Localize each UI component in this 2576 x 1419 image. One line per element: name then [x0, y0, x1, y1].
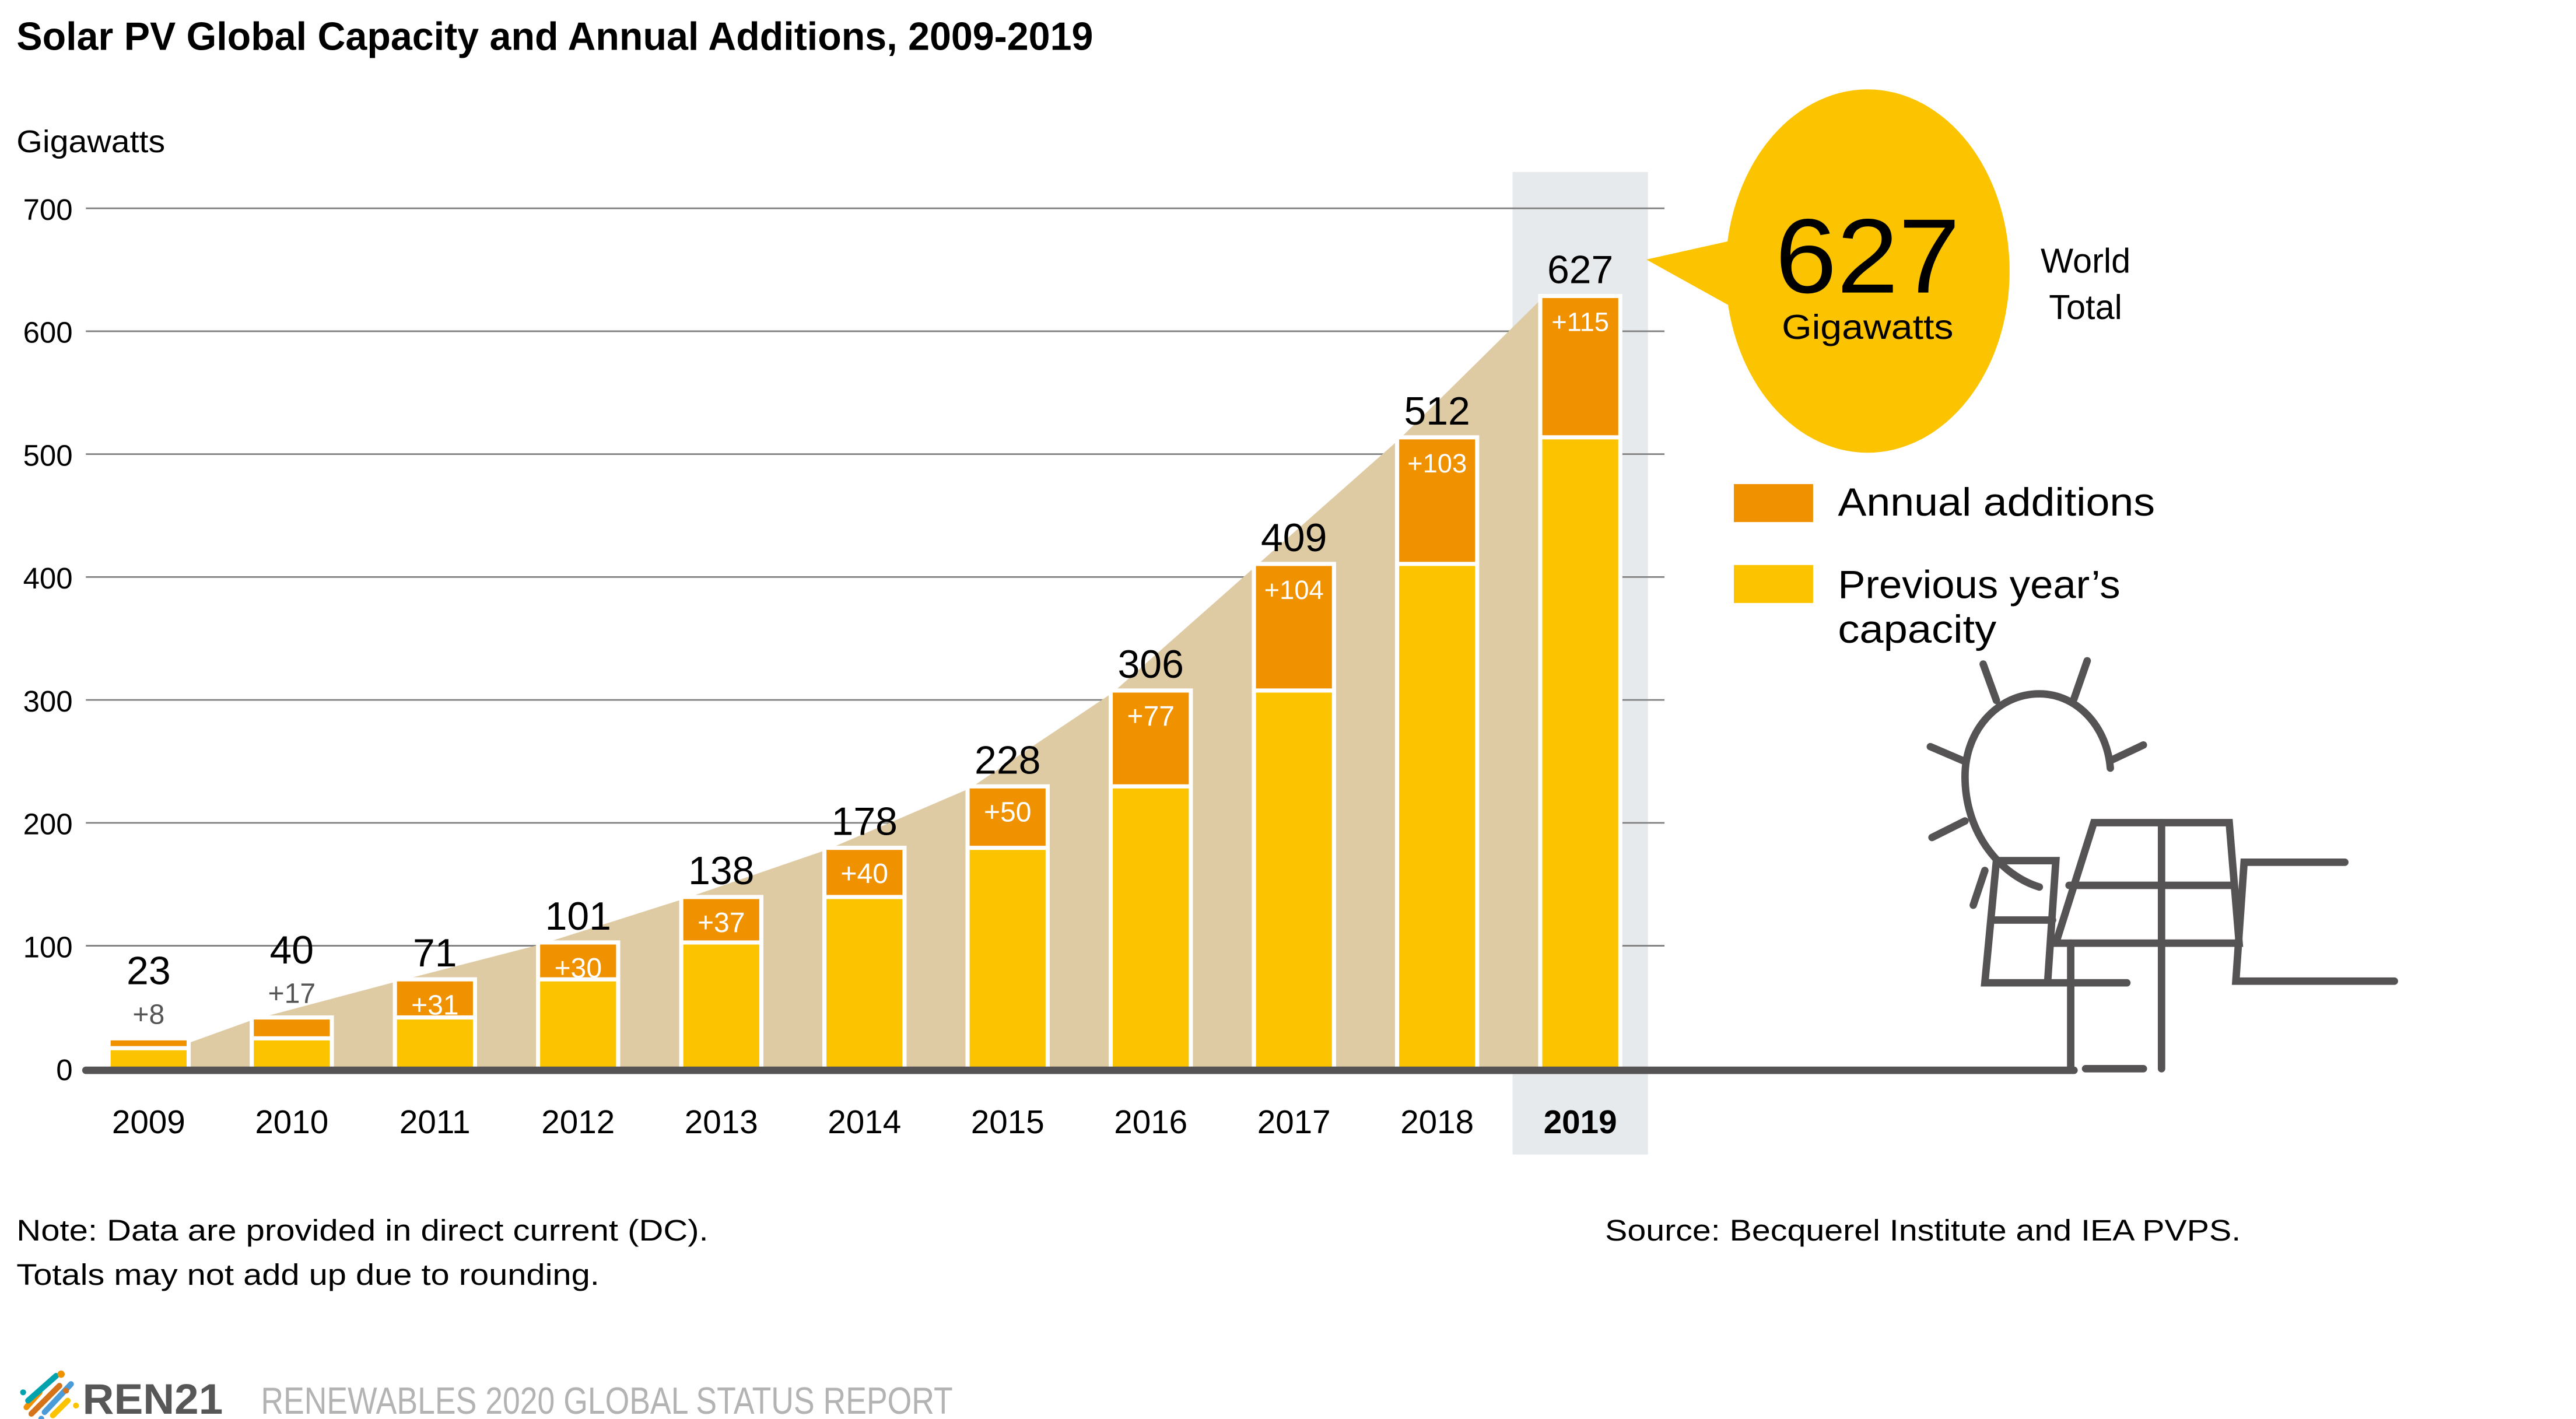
- note-line2: Totals may not add up due to rounding.: [16, 1258, 599, 1291]
- addition-data-label: +17: [268, 978, 316, 1010]
- bar-previous-capacity: [1399, 566, 1475, 1069]
- total-data-label: 23: [127, 949, 171, 993]
- addition-data-label: +103: [1407, 449, 1467, 478]
- addition-data-label: +8: [132, 999, 164, 1031]
- bar-annual-addition: [1542, 298, 1618, 436]
- callout-unit: Gigawatts: [1782, 307, 1953, 346]
- x-tick-label: 2010: [255, 1103, 328, 1140]
- legend-label-annual-additions: Annual additions: [1838, 480, 2155, 524]
- addition-data-label: +50: [984, 796, 1032, 828]
- bar-previous-capacity: [540, 981, 616, 1069]
- y-axis-label: Gigawatts: [16, 124, 165, 159]
- ren21-logo-icon: [20, 1370, 79, 1419]
- legend: Annual additions Previous year’s capacit…: [1733, 480, 2155, 651]
- note-line1: Note: Data are provided in direct curren…: [16, 1214, 708, 1247]
- y-tick-label: 300: [23, 685, 73, 718]
- callout-bubble: 627 Gigawatts: [1646, 89, 2010, 453]
- x-tick-label: 2018: [1400, 1103, 1474, 1140]
- bar-previous-capacity: [1542, 439, 1618, 1069]
- ren21-logo-text: REN21: [83, 1375, 223, 1419]
- bar-annual-addition: [254, 1019, 330, 1036]
- x-tick-label: 2017: [1257, 1103, 1331, 1140]
- addition-data-label: +77: [1127, 700, 1175, 732]
- total-data-label: 101: [545, 894, 611, 938]
- bar-annual-addition: [1256, 566, 1332, 689]
- total-data-label: 40: [270, 928, 314, 972]
- y-tick-label: 100: [23, 930, 73, 963]
- sun-arc: [1961, 690, 2114, 891]
- x-tick-labels: 2009 2010 2011 2012 2013 2014 2015 2016 2017 2018…: [112, 1103, 1617, 1140]
- x-tick-label: 2011: [399, 1103, 471, 1140]
- report-title: RENEWABLES 2020 GLOBAL STATUS REPORT: [261, 1379, 952, 1419]
- total-data-label: 71: [413, 931, 457, 975]
- legend-label-previous-capacity-line2: capacity: [1838, 607, 1996, 651]
- total-data-label: 306: [1118, 642, 1184, 686]
- addition-data-label: +30: [554, 952, 602, 984]
- total-data-label: 138: [688, 849, 754, 893]
- callout-pointer: [1646, 236, 1751, 318]
- bar-annual-addition: [969, 788, 1046, 846]
- chart-title: Solar PV Global Capacity and Annual Addi…: [16, 14, 1093, 58]
- bar-annual-addition: [540, 944, 616, 977]
- small-panel: [2231, 859, 2398, 985]
- addition-data-label: +37: [698, 907, 745, 938]
- bar-annual-addition: [1113, 692, 1189, 784]
- bar-previous-capacity: [826, 899, 903, 1069]
- y-tick-label: 400: [23, 562, 73, 595]
- bar-previous-capacity: [254, 1040, 330, 1069]
- world-total-label-line2: Total: [2049, 288, 2122, 327]
- legend-swatch-previous-capacity: [1733, 565, 1813, 603]
- addition-data-label: +115: [1551, 307, 1609, 337]
- x-tick-label: 2009: [112, 1103, 185, 1140]
- bar-previous-capacity: [1113, 788, 1189, 1069]
- bar-annual-addition: [683, 899, 759, 941]
- bar-previous-capacity: [969, 850, 1046, 1069]
- callout-value: 627: [1775, 198, 1960, 316]
- sun-rays: [1926, 657, 2147, 909]
- y-tick-labels: 0 100 200 300 400 500 600 700: [23, 193, 73, 1087]
- addition-data-label: +40: [840, 858, 888, 889]
- x-tick-label: 2013: [685, 1103, 758, 1140]
- gridlines: [86, 207, 1665, 947]
- total-data-label: 512: [1404, 389, 1470, 433]
- bar-previous-capacity: [683, 944, 759, 1069]
- bar-previous-capacity: [110, 1050, 187, 1069]
- total-data-label: 178: [832, 800, 898, 844]
- y-tick-label: 0: [56, 1053, 72, 1087]
- growth-area: [186, 298, 1543, 1069]
- bar-annual-addition: [110, 1040, 187, 1046]
- legend-swatch-annual-additions: [1733, 484, 1813, 523]
- x-tick-label: 2012: [541, 1103, 615, 1140]
- callout-circle: [1725, 89, 2010, 453]
- y-tick-label: 500: [23, 439, 73, 472]
- solar-panel-with-sun-icon: [1926, 657, 2398, 1073]
- total-data-label: 627: [1547, 248, 1613, 292]
- world-total-label-line1: World: [2041, 241, 2130, 281]
- legend-label-previous-capacity-line1: Previous year’s: [1838, 562, 2120, 607]
- large-panel: [2051, 819, 2244, 947]
- addition-data-label: +104: [1264, 575, 1324, 605]
- bars: +8 23 +17 40 +31 71 +30 101 +37 138 +40 178 +50 228 +7…: [106, 248, 1622, 1069]
- bar-previous-capacity: [397, 1019, 473, 1069]
- total-data-label: 409: [1261, 516, 1327, 560]
- x-tick-label: 2014: [828, 1103, 901, 1140]
- y-tick-label: 200: [23, 808, 73, 841]
- source-note: Source: Becquerel Institute and IEA PVPS…: [1605, 1214, 2241, 1247]
- bar-previous-capacity: [1256, 692, 1332, 1069]
- y-tick-label: 700: [23, 193, 73, 226]
- bar-annual-addition: [826, 850, 903, 895]
- x-tick-label: 2016: [1114, 1103, 1187, 1140]
- bar-annual-addition: [397, 981, 473, 1015]
- x-tick-label: 2019: [1544, 1103, 1617, 1140]
- y-tick-label: 600: [23, 316, 73, 349]
- bar-annual-addition: [1399, 439, 1475, 562]
- total-data-label: 228: [975, 738, 1040, 782]
- x-tick-label: 2015: [971, 1103, 1045, 1140]
- addition-data-label: +31: [411, 989, 459, 1021]
